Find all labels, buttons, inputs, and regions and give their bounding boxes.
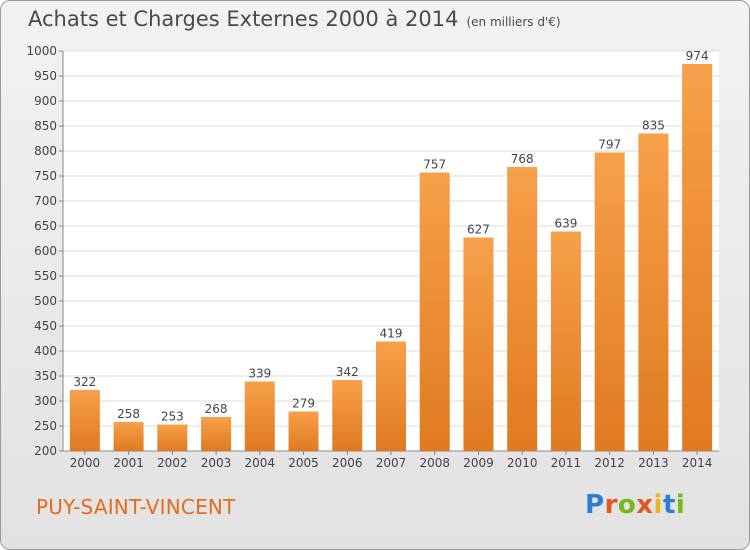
logo-letter: t — [662, 490, 676, 520]
logo-letter: i — [653, 490, 663, 520]
x-tick-label-2000: 2000 — [70, 456, 101, 470]
bar-2001 — [113, 422, 144, 451]
bar-2008 — [419, 172, 450, 451]
x-tick-label-2009: 2009 — [463, 456, 494, 470]
y-tick-label: 200 — [34, 444, 57, 458]
bar-2009 — [463, 237, 494, 451]
y-tick-label: 900 — [34, 94, 57, 108]
value-label-2006: 342 — [336, 365, 359, 379]
bar-2014 — [682, 64, 713, 451]
bar-2003 — [201, 417, 232, 451]
y-tick-label: 1000 — [26, 44, 57, 58]
x-tick-label-2012: 2012 — [594, 456, 625, 470]
y-tick-label: 650 — [34, 219, 57, 233]
y-tick-label: 700 — [34, 194, 57, 208]
y-tick-label: 950 — [34, 69, 57, 83]
bar-2007 — [376, 341, 406, 451]
unit-label: (en milliers d'€) — [466, 15, 561, 29]
value-label-2013: 835 — [642, 119, 665, 133]
bar-2011 — [550, 231, 581, 451]
logo-letter: x — [636, 490, 654, 520]
value-label-2004: 339 — [248, 367, 271, 381]
bar-2013 — [638, 133, 669, 451]
x-tick-label-2002: 2002 — [157, 456, 188, 470]
x-tick-label-2004: 2004 — [245, 456, 276, 470]
value-label-2011: 639 — [554, 217, 577, 231]
bar-2010 — [507, 167, 538, 451]
value-label-2007: 419 — [380, 327, 403, 341]
y-tick-label: 350 — [34, 369, 57, 383]
y-tick-label: 500 — [34, 294, 57, 308]
x-tick-label-2001: 2001 — [113, 456, 144, 470]
bar-2004 — [244, 381, 275, 451]
y-tick-label: 550 — [34, 269, 57, 283]
logo-letter: i — [675, 490, 686, 520]
value-label-2010: 768 — [511, 152, 534, 166]
bar-2002 — [157, 424, 188, 451]
logo-letter: o — [617, 490, 637, 520]
y-tick-label: 450 — [34, 319, 57, 333]
value-label-2008: 757 — [423, 158, 446, 172]
logo-letter: r — [604, 490, 618, 520]
bar-2006 — [332, 380, 363, 451]
x-tick-label-2005: 2005 — [288, 456, 319, 470]
x-tick-label-2006: 2006 — [332, 456, 363, 470]
title-text: Achats et Charges Externes 2000 à 2014 — [28, 7, 459, 31]
x-tick-label-2013: 2013 — [638, 456, 669, 470]
x-tick-label-2007: 2007 — [376, 456, 407, 470]
value-label-2012: 797 — [598, 138, 621, 152]
chart-title: Achats et Charges Externes 2000 à 2014 (e… — [28, 7, 561, 31]
x-tick-label-2011: 2011 — [551, 456, 582, 470]
y-tick-label: 800 — [34, 144, 57, 158]
value-label-2009: 627 — [467, 223, 490, 237]
y-tick-label: 250 — [34, 419, 57, 433]
value-label-2001: 258 — [117, 407, 140, 421]
value-label-2005: 279 — [292, 397, 315, 411]
bar-2012 — [594, 152, 625, 451]
x-tick-label-2010: 2010 — [507, 456, 538, 470]
bar-2005 — [288, 411, 319, 451]
value-label-2003: 268 — [205, 402, 228, 416]
value-label-2002: 253 — [161, 410, 184, 424]
proxiti-logo: Proxiti — [585, 490, 685, 520]
x-tick-label-2014: 2014 — [682, 456, 713, 470]
bar-2000 — [69, 390, 100, 451]
y-tick-label: 850 — [34, 119, 57, 133]
y-tick-label: 400 — [34, 344, 57, 358]
y-tick-label: 750 — [34, 169, 57, 183]
logo-letter: P — [585, 490, 605, 520]
x-tick-label-2003: 2003 — [201, 456, 232, 470]
y-tick-label: 600 — [34, 244, 57, 258]
commune-name: PUY-SAINT-VINCENT — [36, 495, 236, 519]
x-tick-label-2008: 2008 — [419, 456, 450, 470]
value-label-2000: 322 — [73, 375, 96, 389]
y-tick-label: 300 — [34, 394, 57, 408]
value-label-2014: 974 — [686, 49, 709, 63]
